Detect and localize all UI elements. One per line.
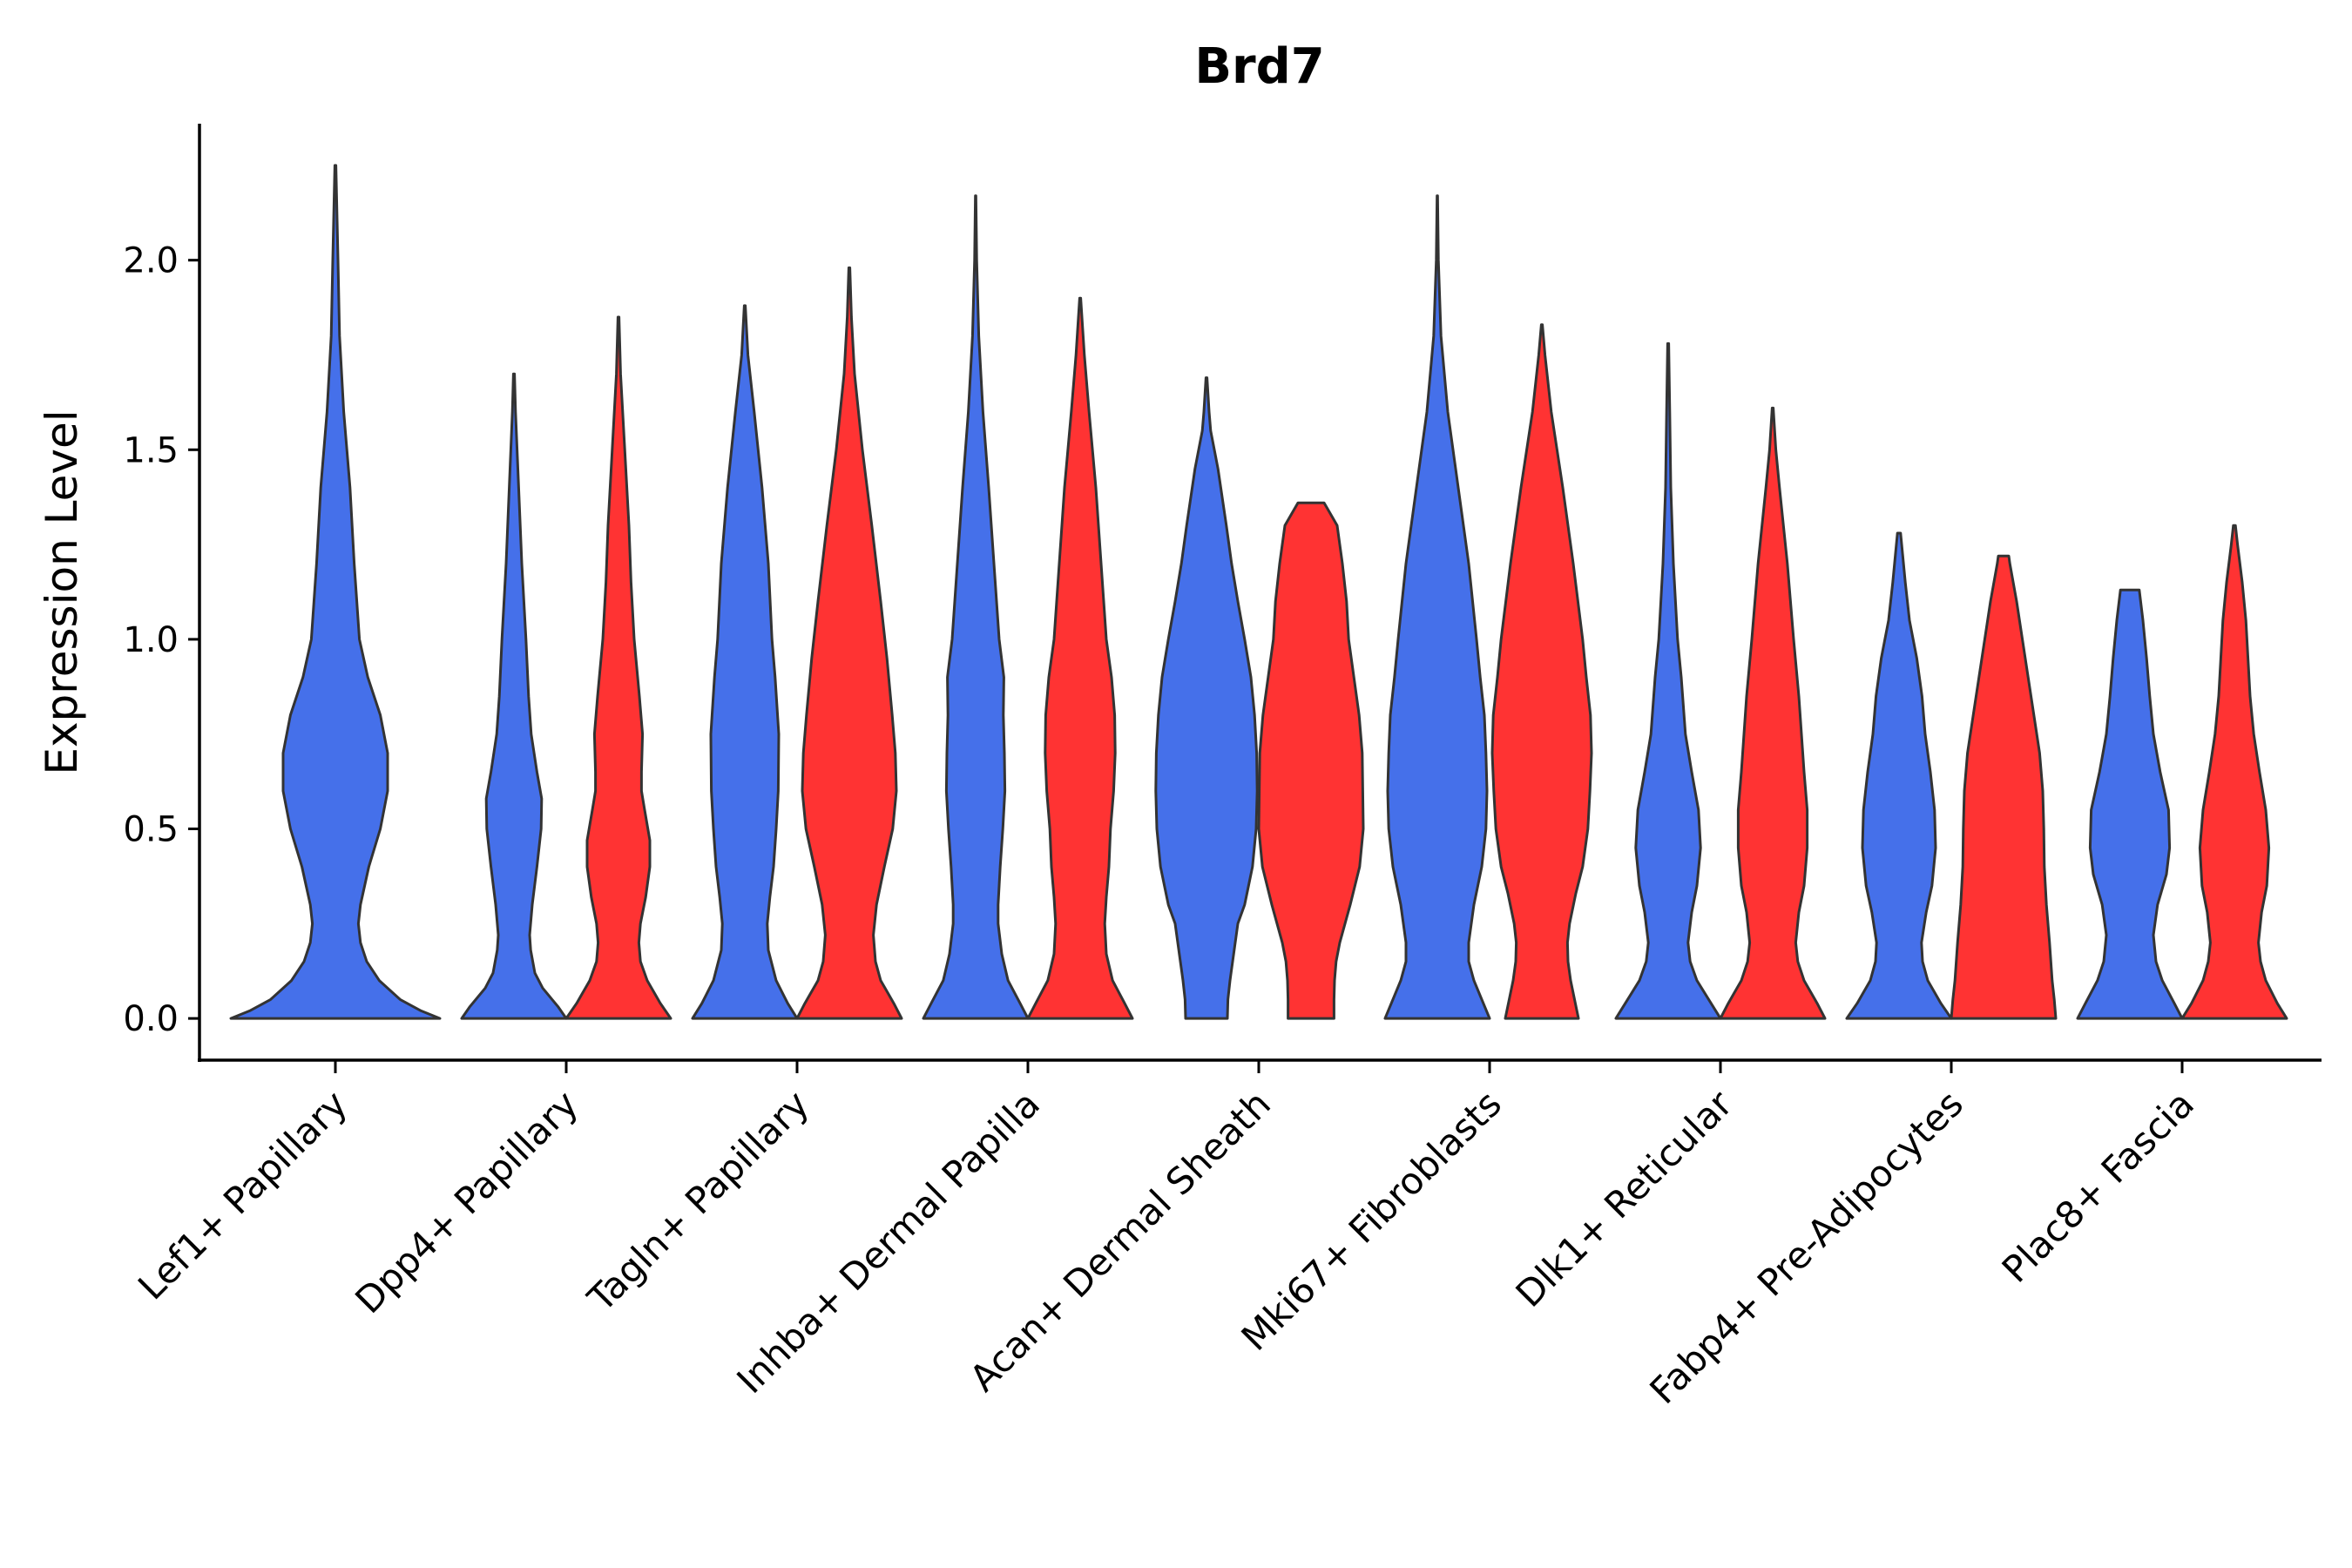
violin-blue <box>1614 341 1722 1020</box>
violin-red <box>1490 323 1593 1020</box>
x-tick-label: Tagln+ Papillary <box>579 1082 817 1320</box>
x-tick-label: Lef1+ Papillary <box>130 1082 355 1308</box>
y-tick-label: 2.0 <box>123 241 179 281</box>
violin-blue <box>1845 531 1953 1020</box>
y-ticks: 0.0 0.5 1.0 1.5 2.0 <box>123 241 199 1039</box>
violin-red <box>2180 524 2288 1020</box>
violin-blue <box>2076 588 2184 1020</box>
violin-blue <box>691 304 799 1020</box>
chart-title: Brd7 <box>1194 38 1324 95</box>
violin-red <box>795 266 903 1020</box>
y-tick-label: 1.5 <box>123 430 179 470</box>
y-tick-label: 0.5 <box>123 810 179 850</box>
violin-blue <box>1154 376 1259 1020</box>
x-tick-label: Dpp4+ Papillary <box>347 1082 586 1321</box>
y-axis-label: Expression Level <box>37 409 87 774</box>
violin-blue <box>922 194 1030 1020</box>
x-tick-label: Mki67+ Fibroblasts <box>1233 1082 1510 1358</box>
x-tick-label: Dlk1+ Reticular <box>1508 1082 1741 1315</box>
violin-blue <box>229 164 442 1020</box>
violin-red <box>1719 406 1827 1020</box>
violin-blue <box>460 372 568 1020</box>
y-tick-label: 1.0 <box>123 620 179 660</box>
y-tick-label: 0.0 <box>123 999 179 1039</box>
violin-red <box>1950 554 2058 1020</box>
violins-layer <box>229 164 2288 1020</box>
violin-blue <box>1383 194 1491 1020</box>
violin-red <box>1026 296 1134 1020</box>
violin-red <box>1257 501 1365 1020</box>
violin-red <box>564 315 672 1020</box>
x-tick-label: Plac8+ Fascia <box>1994 1082 2202 1290</box>
